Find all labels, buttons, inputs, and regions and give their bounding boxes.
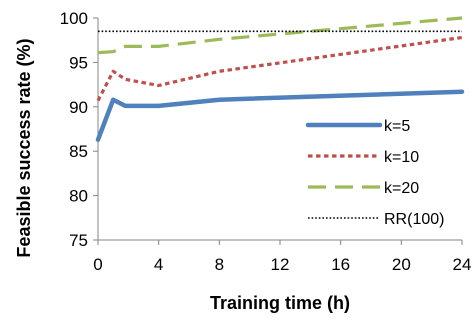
y-tick-label: 85 xyxy=(69,142,88,161)
y-tick-label: 90 xyxy=(69,98,88,117)
x-tick-label: 0 xyxy=(93,255,102,274)
series-line-k-10 xyxy=(96,35,463,102)
y-tick-label: 75 xyxy=(69,231,88,250)
legend-label: k=10 xyxy=(384,149,419,166)
x-tick-label: 8 xyxy=(215,255,224,274)
legend-label: k=5 xyxy=(384,118,410,135)
legend: k=5 k=10 k=20 RR(100) xyxy=(296,108,454,238)
x-tick-label: 24 xyxy=(453,255,472,274)
plot-area: 75 80 85 90 95 100 0 4 8 12 16 20 24 xyxy=(60,9,472,274)
x-tick-label: 20 xyxy=(392,255,411,274)
series-line-k-20 xyxy=(97,16,463,55)
legend-box xyxy=(296,108,454,238)
x-tick-label: 12 xyxy=(271,255,290,274)
y-tick-label: 100 xyxy=(60,9,88,28)
legend-label: RR(100) xyxy=(384,211,444,228)
y-tick-label: 95 xyxy=(69,53,88,72)
legend-label: k=20 xyxy=(384,180,419,197)
x-axis-title: Training time (h) xyxy=(210,293,350,313)
x-tick-label: 4 xyxy=(154,255,163,274)
series-layer xyxy=(95,16,465,142)
series-line-k-5 xyxy=(95,89,465,142)
y-axis-title: Feasible success rate (%) xyxy=(14,38,34,257)
x-tick-label: 16 xyxy=(331,255,350,274)
y-tick-label: 80 xyxy=(69,187,88,206)
